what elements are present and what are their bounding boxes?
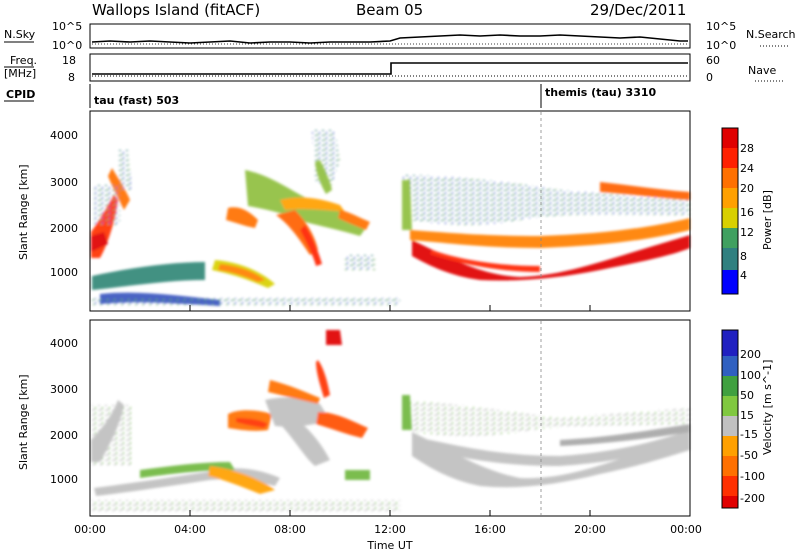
nsky-tick-top: 10^5 [52, 20, 82, 33]
x-tick-1: 04:00 [174, 523, 206, 536]
power-ytick-2000: 2000 [50, 222, 78, 235]
power-ylabel: Slant Range [km] [17, 164, 30, 260]
freq-tick-bottom: 8 [68, 71, 75, 84]
x-tick-4: 16:00 [474, 523, 506, 536]
cpid-panel: CPID tau (fast) 503 themis (tau) 3310 [4, 84, 657, 108]
velocity-cb-tick-neg100: -100 [740, 470, 765, 483]
beam-title: Beam 05 [356, 1, 423, 19]
x-tick-5: 20:00 [574, 523, 606, 536]
nsearch-tick-bottom: 10^0 [706, 39, 736, 52]
cpid-label: CPID [6, 88, 35, 101]
nave-tick-bottom: 0 [706, 71, 713, 84]
power-cb-tick-24: 24 [740, 162, 754, 175]
freq-trace [92, 62, 688, 75]
power-ytick-1000: 1000 [50, 266, 78, 279]
power-panel: Slant Range [km] 4000 3000 2000 1000 28 … [17, 110, 774, 312]
power-cb-tick-12: 12 [740, 226, 754, 239]
x-axis: 00:00 04:00 08:00 12:00 16:00 20:00 00:0… [74, 305, 702, 552]
velocity-cb-tick-neg15: -15 [740, 428, 758, 441]
power-ytick-3000: 3000 [50, 176, 78, 189]
x-tick-3: 12:00 [374, 523, 406, 536]
cpid-mode-1: tau (fast) 503 [94, 94, 179, 107]
velocity-cb-tick-200: 200 [740, 348, 761, 361]
power-cb-tick-20: 20 [740, 182, 754, 195]
freq-panel: Freq. [MHz] 18 8 60 0 Nave [4, 53, 785, 84]
nsky-panel: N.Sky 10^5 10^0 10^5 10^0 N.Search [4, 20, 796, 52]
x-axis-label: Time UT [366, 539, 412, 552]
power-cb-tick-16: 16 [740, 206, 754, 219]
power-cb-tick-8: 8 [740, 250, 747, 263]
velocity-cb-tick-50: 50 [740, 389, 754, 402]
velocity-cb-tick-15: 15 [740, 409, 754, 422]
velocity-cb-tick-neg50: -50 [740, 449, 758, 462]
velocity-heatmap [91, 330, 690, 512]
velocity-ytick-4000: 4000 [50, 337, 78, 350]
x-tick-2: 08:00 [274, 523, 306, 536]
nsky-trace [91, 34, 688, 44]
velocity-panel: Slant Range [km] 4000 3000 2000 1000 200… [17, 319, 774, 517]
velocity-ytick-2000: 2000 [50, 429, 78, 442]
velocity-colorbar: 200 100 50 15 -15 -50 -100 -200 Velocity… [721, 329, 774, 509]
nave-label: Nave [748, 64, 776, 77]
velocity-cb-label: Velocity [m s^-1] [761, 360, 774, 455]
power-heatmap [91, 130, 690, 306]
nsearch-label: N.Search [746, 28, 796, 41]
freq-tick-top: 18 [62, 54, 76, 67]
mhz-label: [MHz] [4, 67, 36, 80]
nsky-tick-bottom: 10^0 [52, 39, 82, 52]
power-cb-tick-28: 28 [740, 142, 754, 155]
station-title: Wallops Island (fitACF) [92, 1, 260, 19]
velocity-cb-tick-100: 100 [740, 369, 761, 382]
velocity-cb-tick-neg200: -200 [740, 492, 765, 505]
x-tick-6: 00:00 [670, 523, 702, 536]
cpid-mode-2: themis (tau) 3310 [545, 86, 657, 99]
power-cb-tick-4: 4 [740, 269, 747, 282]
x-tick-0: 00:00 [74, 523, 106, 536]
x-tick-marks [89, 305, 691, 516]
freq-label: Freq. [10, 54, 37, 67]
velocity-ylabel: Slant Range [km] [17, 374, 30, 470]
nave-tick-top: 60 [706, 54, 720, 67]
power-cb-label: Power [dB] [761, 190, 774, 250]
date-title: 29/Dec/2011 [590, 1, 686, 19]
nsearch-tick-top: 10^5 [706, 20, 736, 33]
power-colorbar: 28 24 20 16 12 8 4 Power [dB] [721, 127, 774, 295]
power-ytick-4000: 4000 [50, 129, 78, 142]
velocity-ytick-3000: 3000 [50, 383, 78, 396]
nsky-label: N.Sky [4, 28, 36, 41]
velocity-ytick-1000: 1000 [50, 473, 78, 486]
